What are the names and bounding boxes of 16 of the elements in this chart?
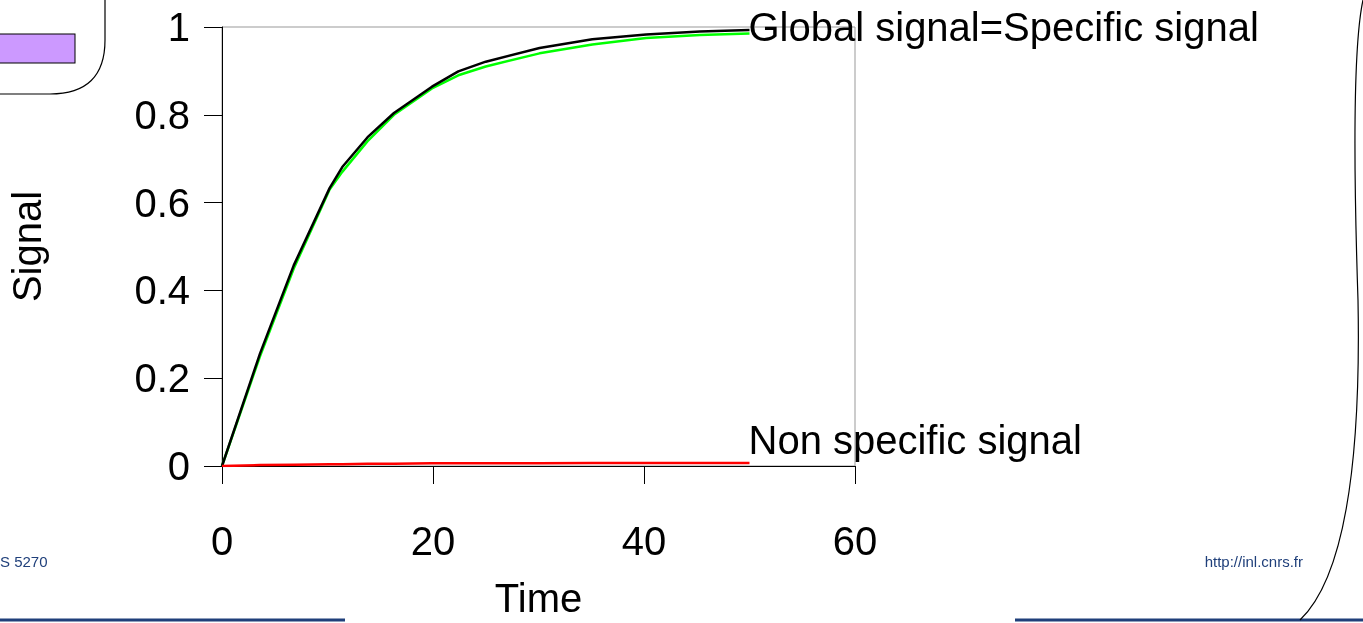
x-tick-label: 0	[210, 519, 234, 563]
y-tick-label: 0.2	[134, 356, 190, 401]
text: S 5270	[0, 553, 48, 570]
annotation: Non specific signal	[748, 417, 1082, 462]
y-axis-title: Signal	[5, 190, 49, 303]
y-tick-label: 0	[167, 444, 190, 488]
y-tick-label: 0.8	[134, 92, 190, 137]
y-tick-label: 0.4	[134, 268, 190, 313]
text: http://inl.cnrs.fr	[1204, 553, 1303, 570]
y-tick-label: 1	[167, 5, 190, 49]
x-tick-label: 20	[410, 519, 456, 563]
annotation: Global signal=Specific signal	[748, 5, 1259, 49]
x-tick-label: 60	[832, 519, 878, 563]
y-tick-label: 0.6	[134, 180, 190, 225]
x-tick-label: 40	[621, 519, 667, 563]
x-axis-title: Time	[494, 576, 583, 620]
